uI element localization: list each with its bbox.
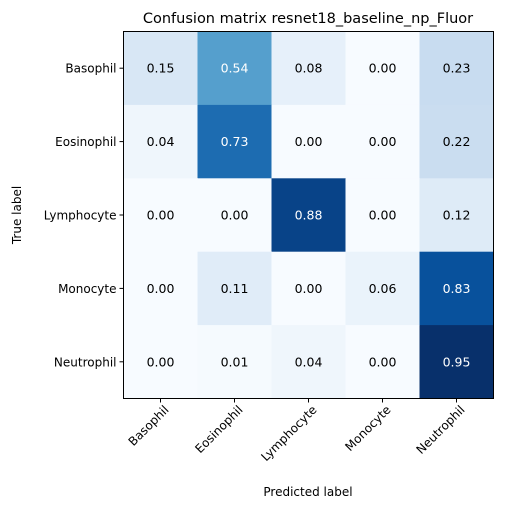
heatmap-cell xyxy=(345,31,420,106)
cell-value-label: 0.00 xyxy=(147,208,175,223)
cell-value-label: 0.83 xyxy=(443,281,471,296)
heatmap-cell xyxy=(123,325,198,399)
cell-value-label: 0.00 xyxy=(369,354,397,369)
cell-value-label: 0.15 xyxy=(147,61,175,76)
cell-value-label: 0.00 xyxy=(147,354,175,369)
y-axis-label: True label xyxy=(10,186,24,245)
heatmap-cell xyxy=(197,104,272,179)
cell-value-label: 0.11 xyxy=(221,281,249,296)
heatmap-cell xyxy=(123,178,198,253)
cell-value-label: 0.54 xyxy=(221,61,249,76)
chart-title: Confusion matrix resnet18_baseline_np_Fl… xyxy=(143,11,473,27)
cell-value-label: 0.95 xyxy=(443,354,471,369)
heatmap-cell xyxy=(419,178,494,253)
cell-value-label: 0.00 xyxy=(221,208,249,223)
heatmap-cell xyxy=(197,31,272,106)
y-tick-label: Neutrophil xyxy=(54,355,117,369)
cell-value-label: 0.00 xyxy=(369,134,397,149)
heatmap-cell-labels: 0.15 0.54 0.08 0.00 0.23 0.04 0.73 0.00 0.00 0.22… xyxy=(147,61,471,370)
heatmap-cell xyxy=(419,104,494,179)
y-tick-label: Lymphocyte xyxy=(44,209,117,223)
x-axis-label: Predicted label xyxy=(263,485,352,499)
cell-value-label: 0.04 xyxy=(295,354,323,369)
y-tick-label: Monocyte xyxy=(58,282,116,296)
heatmap-cell xyxy=(419,31,494,106)
heatmap-cell xyxy=(345,104,420,179)
heatmap-cell xyxy=(123,251,198,326)
heatmap-cell xyxy=(271,251,346,326)
heatmap-cell xyxy=(345,178,420,253)
y-axis-ticks: Basophil Eosinophil Lymphocyte Monocyte Neut… xyxy=(44,62,124,369)
heatmap-cell xyxy=(271,325,346,399)
heatmap-cell xyxy=(197,251,272,326)
cell-value-label: 0.88 xyxy=(295,208,323,223)
heatmap-cell xyxy=(345,325,420,399)
cell-value-label: 0.23 xyxy=(443,61,471,76)
cell-value-label: 0.22 xyxy=(443,134,471,149)
heatmap-cells xyxy=(123,31,494,399)
cell-value-label: 0.00 xyxy=(295,281,323,296)
heatmap-cell xyxy=(271,104,346,179)
cell-value-label: 0.01 xyxy=(221,354,249,369)
cell-value-label: 0.08 xyxy=(295,61,323,76)
heatmap-cell xyxy=(197,178,272,253)
cell-value-label: 0.12 xyxy=(443,208,471,223)
heatmap-cell xyxy=(419,251,494,326)
cell-value-label: 0.00 xyxy=(369,208,397,223)
cell-value-label: 0.04 xyxy=(147,134,175,149)
cell-value-label: 0.00 xyxy=(369,61,397,76)
cell-value-label: 0.00 xyxy=(295,134,323,149)
heatmap-cell xyxy=(123,104,198,179)
heatmap-cell xyxy=(123,31,198,106)
cell-value-label: 0.73 xyxy=(221,134,249,149)
cell-value-label: 0.06 xyxy=(369,281,397,296)
y-tick-label: Eosinophil xyxy=(55,135,116,149)
heatmap-cell xyxy=(419,325,494,399)
heatmap-cell xyxy=(345,251,420,326)
cell-value-label: 0.00 xyxy=(147,281,175,296)
heatmap-cell xyxy=(271,31,346,106)
heatmap-cell xyxy=(271,178,346,253)
y-tick-label: Basophil xyxy=(65,62,116,76)
heatmap-cell xyxy=(197,325,272,399)
